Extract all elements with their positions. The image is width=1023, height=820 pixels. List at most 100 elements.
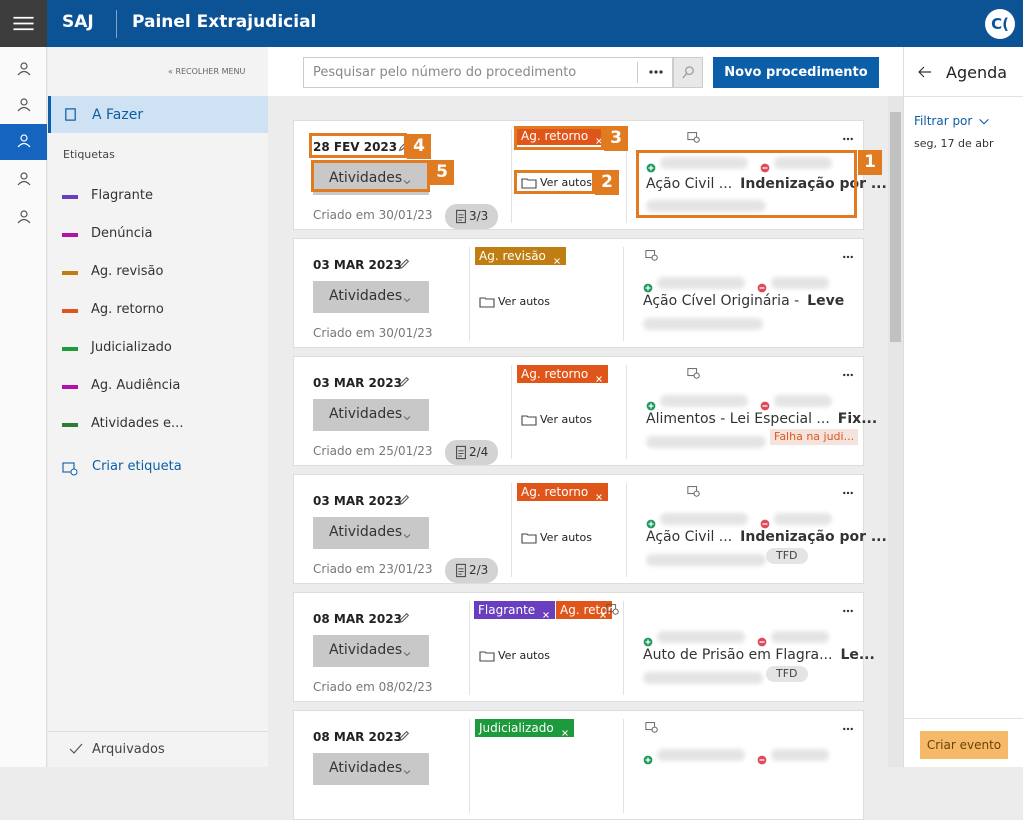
activities-label: Atividades [329, 760, 403, 776]
label-name[interactable]: Ag. Audiência [91, 378, 181, 393]
dot-plus-svg [643, 283, 653, 293]
tag-add [645, 719, 659, 733]
more-menu [839, 720, 857, 732]
doc-icon-svg [456, 445, 466, 460]
tag[interactable]: Flagrante [474, 601, 556, 619]
label-name[interactable]: Flagrante [91, 188, 153, 203]
activities-button[interactable]: Atividades [313, 517, 429, 549]
edit-icon [397, 374, 411, 388]
card[interactable]: 28 FEV 2023 Atividades Criado em 30/01/23 3… [293, 120, 887, 230]
label-name[interactable]: Denúncia [91, 226, 153, 241]
create-label[interactable]: Criar etiqueta [92, 459, 182, 474]
tag[interactable]: Ag. revisão [475, 247, 566, 265]
annotation-box [514, 170, 595, 194]
avatar[interactable]: C( [985, 9, 1015, 39]
more-menu-svg [843, 255, 853, 259]
created-date: Criado em 08/02/23 [313, 680, 433, 694]
annotation-number: 5 [430, 160, 454, 185]
hamburger-svg [13, 16, 34, 31]
filter[interactable]: Filtrar por [914, 114, 973, 128]
view-files[interactable]: Ver autos [498, 295, 550, 308]
case-badge: Falha na judi... [770, 429, 859, 445]
card[interactable]: 08 MAR 2023 Atividades Criado em 08/02/23 F… [293, 592, 875, 702]
tag[interactable]: Ag. retor [556, 601, 612, 619]
case-title[interactable]: Ação Civil ... Indenização por ... [646, 529, 887, 545]
count-badge: 2/4 [445, 440, 498, 465]
activities-chevron-svg [403, 298, 411, 303]
view-files[interactable]: Ver autos [498, 649, 550, 662]
activities-chevron [401, 173, 413, 185]
doc-icon [454, 445, 468, 460]
card[interactable]: 03 MAR 2023 Atividades Criado em 30/01/23 A… [293, 238, 864, 348]
check-icon-svg [69, 743, 83, 754]
case-title[interactable]: Auto de Prisão em Flagra... Le... [643, 647, 875, 663]
view-files[interactable]: Ver autos [540, 413, 592, 426]
back-arrow [917, 64, 933, 80]
collapse-menu[interactable]: « RECOLHER MENU [168, 67, 246, 76]
label-swatch [62, 385, 78, 389]
card[interactable]: 08 MAR 2023 Atividades Judicializado [293, 710, 864, 820]
created-date: Criado em 25/01/23 [313, 444, 433, 458]
activities-button[interactable]: Atividades [313, 281, 429, 313]
count-text: 2/4 [469, 445, 489, 459]
more-menu-svg [843, 727, 853, 731]
activities-label: Atividades [329, 288, 403, 304]
annotation-box [311, 160, 430, 192]
divider [511, 483, 512, 577]
agenda-divider [904, 96, 1023, 97]
folder-icon [521, 530, 537, 546]
tag-close [561, 724, 569, 736]
dot-minus [760, 158, 770, 173]
activities-chevron-svg [403, 770, 411, 775]
tag[interactable]: Judicializado [475, 719, 574, 737]
case-title[interactable]: Alimentos - Lei Especial ... Fix... [646, 411, 877, 427]
search-button[interactable] [673, 57, 703, 88]
header [0, 0, 1023, 47]
label-swatch [62, 271, 78, 275]
view-files[interactable]: Ver autos [540, 531, 592, 544]
activities-button[interactable]: Atividades [313, 635, 429, 667]
dot-minus-svg [760, 401, 770, 411]
rail-selected [0, 124, 47, 160]
archived[interactable]: Arquivados [92, 742, 165, 757]
dot-plus-svg [643, 637, 653, 647]
tag-add-svg [645, 722, 658, 733]
more-menu [839, 602, 857, 614]
case-name: Ação Civil ... [646, 529, 733, 545]
view-files[interactable]: Ver autos [540, 176, 592, 189]
case-name: Ação Cível Originária - [643, 293, 800, 309]
card[interactable]: 03 MAR 2023 Atividades Criado em 23/01/23 2… [293, 474, 887, 584]
activities-chevron [401, 409, 413, 421]
activities-button[interactable]: Atividades [313, 753, 429, 785]
back-arrow-svg [918, 66, 931, 78]
activities-button[interactable]: Atividades [313, 399, 429, 431]
tag[interactable]: Ag. retorno [517, 483, 609, 501]
label-name[interactable]: Judicializado [91, 340, 172, 355]
header-divider [116, 10, 117, 38]
card[interactable]: 03 MAR 2023 Atividades Criado em 25/01/23 2… [293, 356, 877, 466]
rail-icon-svg [17, 62, 31, 76]
create-event[interactable]: Criar evento [920, 731, 1008, 759]
todo-label[interactable]: A Fazer [92, 107, 144, 123]
dot-plus [643, 278, 653, 293]
case-title[interactable]: Ação Cível Originária - Leve [643, 293, 844, 309]
new-button[interactable]: Novo procedimento [713, 57, 879, 88]
edit-icon-svg [398, 612, 410, 624]
tag[interactable]: Ag. retorno [517, 365, 609, 383]
search-icon-svg [682, 66, 694, 79]
blurred [774, 157, 832, 169]
divider [469, 247, 470, 341]
activities-chevron-svg [403, 416, 411, 421]
label-name[interactable]: Ag. revisão [91, 264, 164, 279]
search-input[interactable] [303, 57, 673, 88]
menu-button[interactable] [0, 0, 47, 47]
label-name[interactable]: Ag. retorno [91, 302, 164, 317]
label-name[interactable]: Atividades e... [91, 416, 184, 431]
case-title[interactable]: Ação Civil ... Indenização por ... [646, 176, 887, 192]
card-date: 08 MAR 2023 [313, 730, 402, 744]
tag-close-svg [600, 612, 606, 618]
tag[interactable]: Ag. retorno [517, 127, 609, 145]
agenda-title: Agenda [946, 63, 1008, 82]
case-badge: TFD [766, 666, 808, 682]
tag-add-svg [687, 368, 700, 379]
